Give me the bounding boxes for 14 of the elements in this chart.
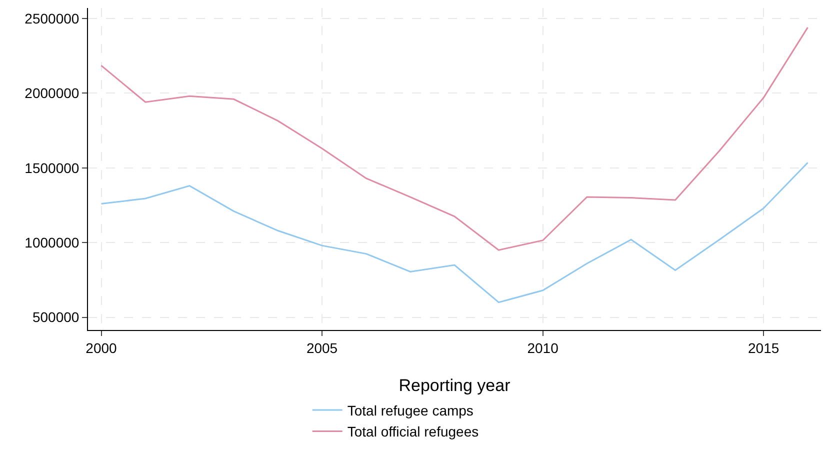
y-tick-label: 2500000 <box>24 10 80 26</box>
y-tick-label: 1500000 <box>24 160 80 176</box>
x-tick-label: 2015 <box>748 340 780 356</box>
legend-label: Total official refugees <box>347 424 479 440</box>
y-tick-label: 2000000 <box>24 85 80 102</box>
line-series <box>100 162 808 304</box>
x-axis-title: Reporting year <box>398 376 511 395</box>
legend-label: Total refugee camps <box>347 402 474 418</box>
x-tick-label: 2000 <box>86 340 118 356</box>
y-tick-label: 500000 <box>32 309 80 326</box>
x-tick-label: 2005 <box>306 340 338 356</box>
line-series <box>100 26 808 251</box>
x-tick-label: 2010 <box>527 340 559 356</box>
y-tick-label: 1000000 <box>24 234 80 250</box>
